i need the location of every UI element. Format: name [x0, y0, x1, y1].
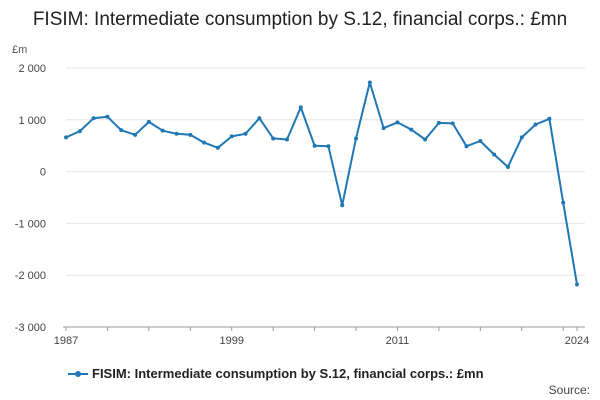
x-tick-label: 2011 [386, 335, 410, 347]
data-point[interactable] [284, 137, 289, 142]
data-point[interactable] [423, 137, 428, 142]
y-tick-label: 2 000 [18, 63, 46, 75]
data-point[interactable] [271, 136, 276, 141]
y-axis-ticks: 2 000 1 000 0 -1 000 -2 000 -3 000 [15, 63, 46, 334]
y-tick-label: -1 000 [15, 218, 46, 230]
data-point[interactable] [298, 105, 303, 110]
y-tick-label: 0 [40, 167, 46, 179]
x-tick-label: 2024 [565, 335, 589, 347]
y-tick-label: -2 000 [15, 270, 46, 282]
data-point[interactable] [340, 203, 345, 208]
data-point[interactable] [188, 132, 193, 137]
y-tick-label: -3 000 [15, 322, 46, 334]
data-point[interactable] [505, 164, 510, 169]
grid-lines [66, 67, 585, 328]
data-point[interactable] [160, 128, 165, 133]
data-point[interactable] [492, 152, 497, 157]
data-point[interactable] [464, 144, 469, 149]
data-point[interactable] [146, 119, 151, 124]
legend-label: FISIM: Intermediate consumption by S.12,… [92, 366, 484, 381]
data-point[interactable] [561, 200, 566, 205]
data-point[interactable] [174, 131, 179, 136]
source-label: Source: [548, 383, 590, 397]
data-point[interactable] [381, 126, 386, 131]
data-point[interactable] [367, 80, 372, 85]
data-point[interactable] [91, 116, 96, 121]
data-point[interactable] [575, 282, 579, 287]
chart-title: FISIM: Intermediate consumption by S.12,… [32, 9, 568, 30]
legend-line-marker-icon [68, 369, 88, 379]
series-line [65, 81, 578, 285]
data-point[interactable] [312, 143, 317, 148]
data-point[interactable] [478, 139, 483, 144]
y-axis-label: £m [12, 44, 28, 56]
data-point[interactable] [243, 131, 248, 136]
data-point[interactable] [547, 116, 552, 121]
data-point[interactable] [519, 135, 524, 140]
data-point[interactable] [326, 144, 331, 149]
x-tick-label: 1987 [54, 335, 78, 347]
series-group [64, 80, 579, 287]
data-point[interactable] [257, 116, 262, 121]
data-point[interactable] [436, 120, 441, 125]
data-point[interactable] [202, 140, 207, 145]
data-point[interactable] [450, 121, 455, 126]
x-axis: 1987 1999 2011 2024 [54, 326, 589, 347]
data-point[interactable] [64, 135, 68, 140]
x-tick-label: 1999 [219, 335, 243, 347]
data-point[interactable] [119, 128, 124, 133]
data-point[interactable] [77, 129, 82, 134]
legend[interactable]: FISIM: Intermediate consumption by S.12,… [68, 366, 484, 381]
data-point[interactable] [215, 145, 220, 150]
data-point[interactable] [105, 114, 110, 119]
data-point[interactable] [229, 134, 234, 139]
data-point[interactable] [354, 136, 359, 141]
data-point[interactable] [533, 122, 538, 127]
data-point[interactable] [133, 132, 138, 137]
data-point[interactable] [409, 127, 414, 132]
data-point[interactable] [395, 120, 400, 125]
y-tick-label: 1 000 [18, 115, 46, 127]
